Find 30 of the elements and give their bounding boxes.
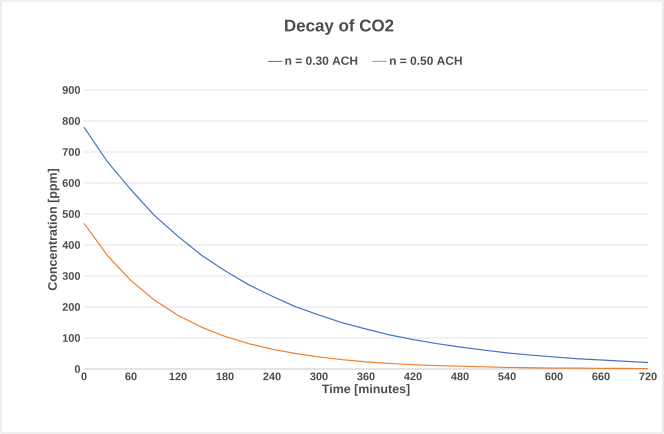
y-tick-label: 0 [74, 365, 80, 373]
x-tick-label: 720 [639, 372, 657, 380]
x-tick-label: 240 [263, 372, 281, 380]
y-tick-label: 500 [62, 210, 80, 218]
y-axis-title: Concentration [ppm] [48, 168, 60, 290]
y-tick-label: 800 [62, 117, 80, 125]
x-tick-label: 600 [545, 372, 563, 380]
x-tick-label: 180 [216, 372, 234, 380]
y-tick-label: 100 [62, 334, 80, 342]
chart-title: Decay of CO2 [285, 19, 394, 35]
legend-label: n = 0.30 ACH [285, 56, 358, 65]
x-tick-label: 120 [170, 372, 187, 380]
legend-label: n = 0.50 ACH [390, 56, 462, 65]
x-tick-label: 660 [592, 372, 610, 380]
line-series [83, 126, 649, 364]
x-tick-label: 480 [451, 372, 469, 380]
y-tick-label: 200 [62, 303, 80, 311]
x-tick-label: 300 [310, 372, 328, 380]
x-tick-label: 60 [125, 372, 137, 380]
x-axis-title: Time [minutes] [322, 384, 410, 396]
y-tick-label: 300 [62, 272, 80, 280]
y-tick-label: 400 [62, 241, 80, 249]
x-tick-label: 360 [357, 372, 375, 380]
line-series [83, 222, 649, 370]
y-tick-label: 900 [62, 86, 80, 94]
x-tick-label: 540 [498, 372, 516, 380]
y-tick-label: 600 [62, 179, 80, 187]
y-tick-label: 700 [62, 148, 80, 156]
x-tick-label: 0 [81, 372, 87, 380]
x-tick-label: 420 [404, 372, 422, 380]
